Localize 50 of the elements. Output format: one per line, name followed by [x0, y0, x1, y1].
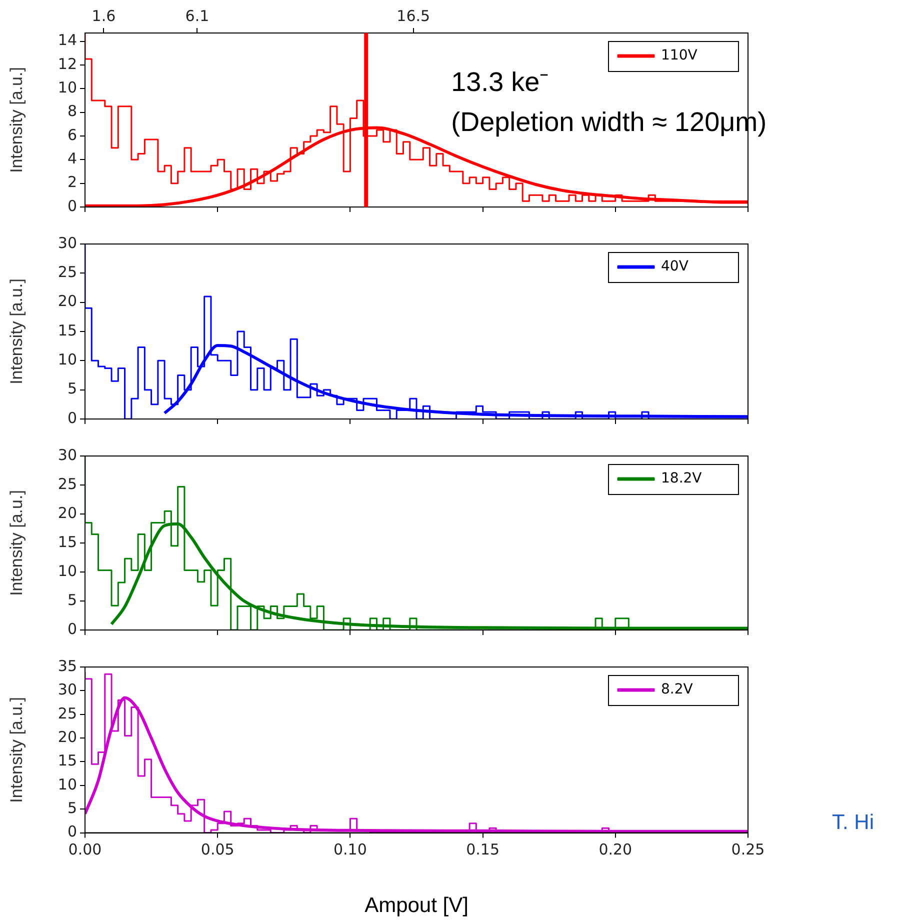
y-axis-title: Intensity [a.u.] [6, 696, 26, 803]
y-tick-label: 0 [67, 620, 77, 638]
y-tick-label: 35 [58, 656, 77, 675]
x2-tick-label: 16.5 [396, 6, 430, 25]
y-tick-label: 12 [58, 54, 77, 73]
x-tick-label: 0.00 [68, 840, 102, 859]
y-tick-label: 20 [58, 292, 77, 310]
x-axis-title: Ampout [V] [364, 894, 468, 918]
x-tick-label: 0.05 [200, 840, 234, 859]
y-tick-label: 0 [67, 822, 77, 841]
y-tick-label: 0 [67, 408, 77, 427]
y-axis-title: Intensity [a.u.] [6, 67, 26, 173]
y-tick-label: 0 [67, 196, 77, 215]
y-tick-label: 10 [58, 775, 77, 794]
x-tick-label: 0.25 [731, 840, 765, 859]
x-tick-label: 0.15 [466, 840, 500, 859]
y-axis-title: Intensity [a.u.] [6, 278, 26, 384]
annotation: 13.3 ke⁻ [451, 67, 549, 97]
y-tick-label: 30 [58, 446, 77, 464]
y-tick-label: 30 [58, 680, 77, 699]
y-tick-label: 5 [67, 799, 77, 818]
legend-label: 110V [661, 48, 698, 64]
y-tick-label: 10 [58, 562, 77, 580]
legend-label: 18.2V [661, 470, 702, 487]
y-tick-label: 14 [58, 31, 77, 50]
y-tick-label: 15 [58, 532, 77, 551]
y-tick-label: 2 [67, 173, 77, 192]
y-tick-label: 20 [58, 728, 77, 746]
x-tick-label: 0.20 [598, 840, 632, 859]
text: T. Hi [832, 810, 874, 834]
y-axis-title: Intensity [a.u.] [6, 490, 26, 596]
y-tick-label: 10 [58, 350, 77, 369]
y-tick-label: 25 [58, 474, 77, 493]
y-tick-label: 25 [58, 704, 77, 722]
y-tick-label: 8 [67, 102, 77, 120]
legend-label: 40V [661, 258, 689, 275]
y-tick-label: 5 [67, 590, 77, 609]
y-tick-label: 25 [58, 263, 77, 282]
x2-tick-label: 6.1 [185, 6, 210, 25]
y-tick-label: 15 [58, 752, 77, 770]
y-tick-label: 4 [67, 150, 77, 168]
y-tick-label: 20 [58, 504, 77, 522]
y-tick-label: 30 [58, 234, 77, 252]
y-tick-label: 6 [67, 126, 77, 144]
x-tick-label: 0.10 [333, 840, 367, 859]
x2-tick-label: 1.6 [92, 6, 116, 25]
y-tick-label: 5 [67, 380, 77, 398]
y-tick-label: 15 [58, 321, 77, 340]
y-tick-label: 10 [58, 78, 77, 97]
legend-label: 8.2V [661, 682, 694, 698]
